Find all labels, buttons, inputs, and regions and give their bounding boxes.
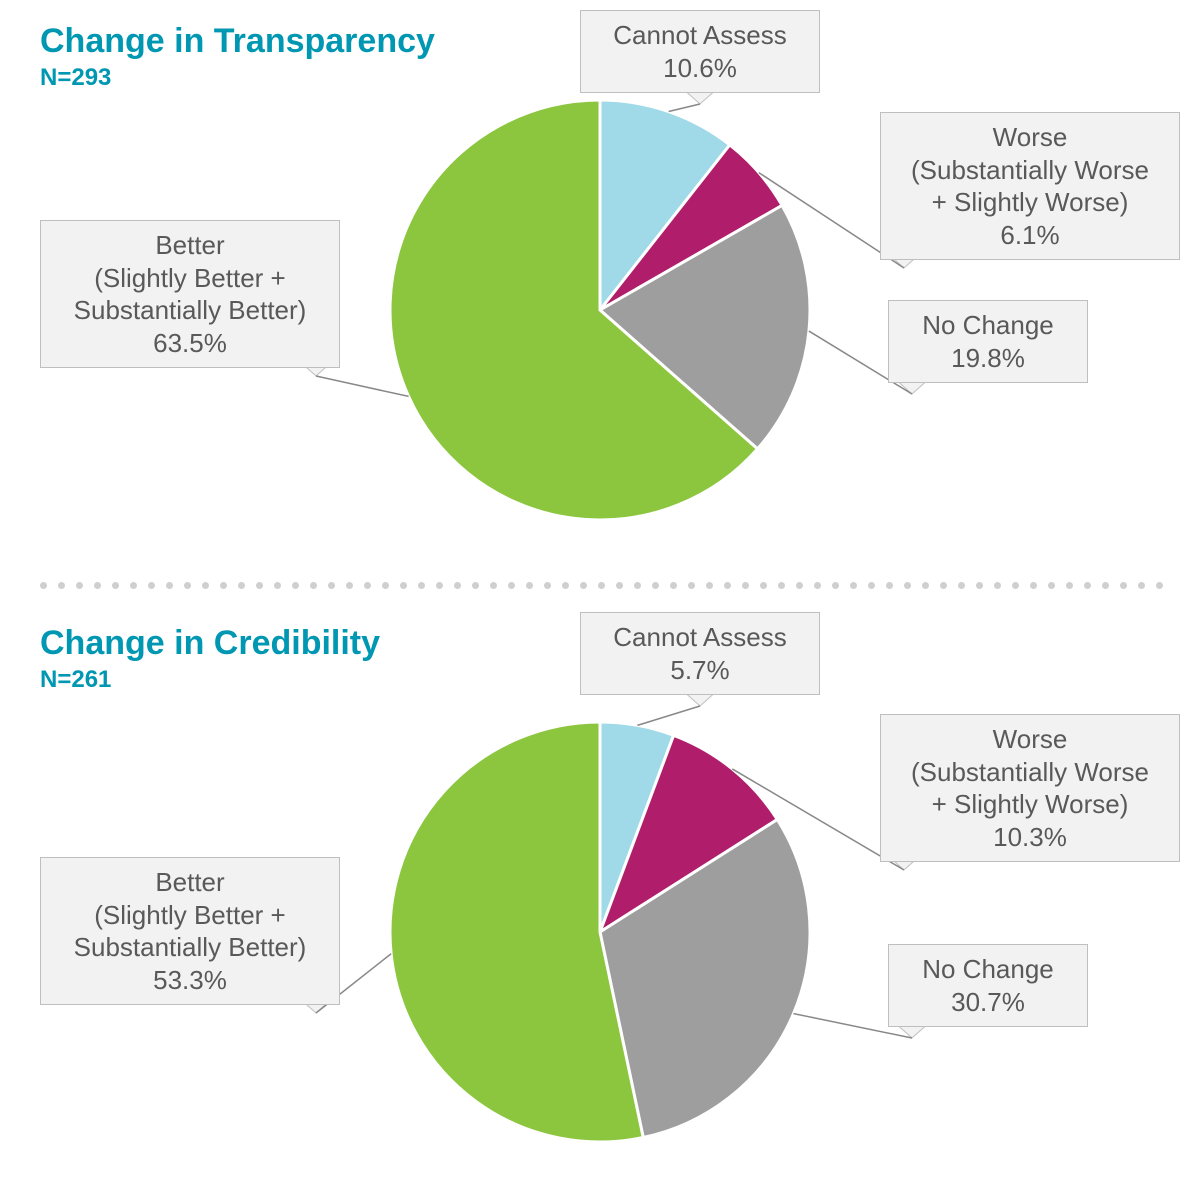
section-divider — [40, 582, 1160, 590]
callout-better: Better(Slightly Better +Substantially Be… — [40, 857, 340, 1005]
callout-line: 63.5% — [55, 327, 325, 360]
callout-cannot_assess: Cannot Assess10.6% — [580, 10, 820, 93]
callout-line: 19.8% — [903, 342, 1073, 375]
callout-line: (Substantially Worse — [895, 154, 1165, 187]
callout-line: No Change — [903, 309, 1073, 342]
callout-no_change: No Change30.7% — [888, 944, 1088, 1027]
callout-line: (Slightly Better + — [55, 899, 325, 932]
callout-worse: Worse(Substantially Worse+ Slightly Wors… — [880, 714, 1180, 862]
callout-line: 5.7% — [595, 654, 805, 687]
callout-line: 6.1% — [895, 219, 1165, 252]
callout-line: Substantially Better) — [55, 931, 325, 964]
callout-line: No Change — [903, 953, 1073, 986]
callout-better: Better(Slightly Better +Substantially Be… — [40, 220, 340, 368]
callout-line: Substantially Better) — [55, 294, 325, 327]
chart-panel-credibility: Change in Credibility N=261 Cannot Asses… — [0, 602, 1200, 1182]
callout-line: (Slightly Better + — [55, 262, 325, 295]
callout-line: Cannot Assess — [595, 19, 805, 52]
callout-line: + Slightly Worse) — [895, 186, 1165, 219]
chart-panel-transparency: Change in Transparency N=293 Cannot Asse… — [0, 0, 1200, 580]
callout-line: 10.6% — [595, 52, 805, 85]
callout-line: Better — [55, 866, 325, 899]
callout-cannot_assess: Cannot Assess5.7% — [580, 612, 820, 695]
callout-line: Worse — [895, 121, 1165, 154]
callout-worse: Worse(Substantially Worse+ Slightly Wors… — [880, 112, 1180, 260]
callout-line: 10.3% — [895, 821, 1165, 854]
callout-line: Worse — [895, 723, 1165, 756]
callout-line: 53.3% — [55, 964, 325, 997]
callout-line: 30.7% — [903, 986, 1073, 1019]
callout-line: Cannot Assess — [595, 621, 805, 654]
callout-line: + Slightly Worse) — [895, 788, 1165, 821]
callout-line: (Substantially Worse — [895, 756, 1165, 789]
callout-no_change: No Change19.8% — [888, 300, 1088, 383]
callout-line: Better — [55, 229, 325, 262]
